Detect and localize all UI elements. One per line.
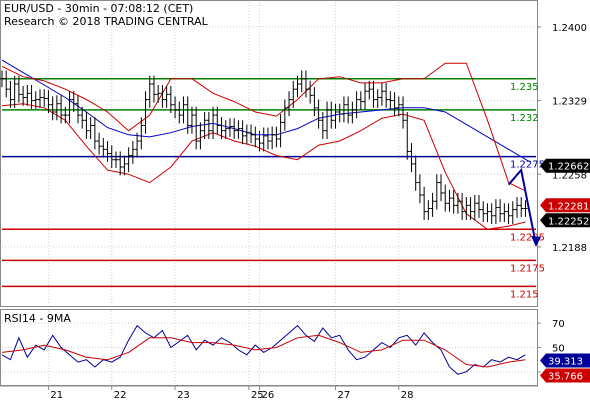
bollinger-upper-line	[1, 62, 526, 192]
rsi-badge-shape	[540, 368, 590, 383]
price-badge-shape	[540, 198, 590, 213]
x-axis-tick-label: 26	[262, 390, 275, 400]
rsi-axis-tick-label: 70	[552, 319, 565, 330]
price-axis-tick-label: 1.2188	[552, 243, 587, 254]
x-axis-tick-label: 21	[50, 390, 63, 400]
bollinger-bands	[1, 59, 530, 230]
rsi-badge-shape	[540, 353, 590, 368]
x-axis-tick-label: 22	[114, 390, 127, 400]
x-axis-tick-label: 25	[251, 390, 264, 400]
rsi-badge-label: 35.766	[548, 372, 583, 383]
y-axis-ticks: 1.2400 1.2329 1.2258 1.2188	[537, 23, 587, 254]
level-label: 1.2175	[510, 263, 545, 274]
level-label: 1.2275	[510, 160, 545, 171]
price-badge: 1.22662	[540, 158, 590, 173]
bollinger-lower-line	[1, 103, 526, 230]
level-label: 1.232	[510, 113, 539, 124]
value-badges: 1.22662 1.22281 1.22252 39.313 35.766	[540, 158, 590, 383]
price-badge-shape	[540, 213, 590, 228]
rsi-badge: 35.766	[540, 368, 590, 383]
moving-average-line	[1, 59, 530, 163]
price-bars	[0, 70, 528, 225]
forecast-arrow-head	[531, 235, 541, 247]
forecast-arrow-line	[507, 167, 537, 245]
price-levels: 1.235 1.232 1.2275 1.2205 1.2175 1.215	[2, 78, 545, 300]
price-badge-shape	[540, 158, 590, 173]
price-axis-tick-label: 1.2258	[552, 170, 587, 181]
price-badge-label: 1.22662	[548, 162, 589, 173]
level-label: 1.2205	[510, 232, 545, 243]
rsi-line	[1, 324, 526, 375]
price-badge: 1.22252	[540, 213, 590, 228]
rsi-badge-label: 39.313	[548, 357, 583, 368]
level-label: 1.215	[510, 289, 539, 300]
x-axis-tick-label: 28	[401, 390, 414, 400]
indicator-title: RSI14 - 9MA	[4, 312, 71, 325]
x-axis-tick-label: 23	[177, 390, 190, 400]
chart-copyright: Research © 2018 TRADING CENTRAL	[4, 15, 209, 28]
price-badge-label: 1.22252	[548, 216, 589, 227]
price-badge: 1.22281	[540, 198, 590, 213]
forecast-arrow	[507, 167, 541, 247]
rsi-axis-tick-label: 50	[552, 344, 565, 355]
chart-title: EUR/USD - 30min - 07:08:12 (CET)	[4, 2, 193, 15]
rsi-badge: 39.313	[540, 353, 590, 368]
price-axis-tick-label: 1.2400	[552, 23, 587, 34]
price-axis-tick-label: 1.2329	[552, 97, 587, 108]
x-axis-tick-label: 27	[337, 390, 350, 400]
rsi-ma-line	[1, 334, 526, 368]
price-badge-label: 1.22281	[548, 201, 589, 212]
level-label: 1.235	[510, 82, 539, 93]
price-panel-frame	[0, 0, 538, 307]
rsi-lines	[1, 324, 526, 375]
